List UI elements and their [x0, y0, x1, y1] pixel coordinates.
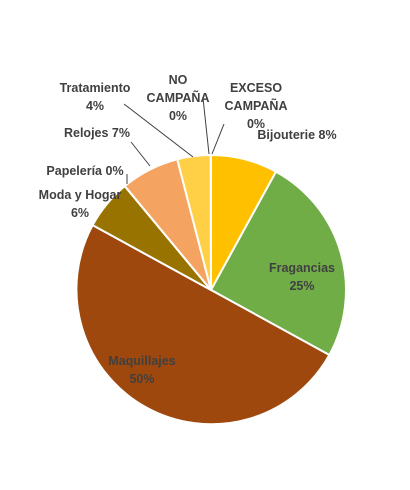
data-label-line: Maquillajes [108, 354, 175, 368]
data-label: Papelería 0% [46, 164, 123, 178]
data-label-line: EXCESO [230, 81, 282, 95]
data-label: Maquillajes 50% [108, 354, 175, 386]
leader-line [202, 97, 210, 155]
data-labels: Bijouterie 8% Fragancias 25% Maquillajes 50%… [39, 73, 337, 386]
data-label-line: 0% [247, 117, 265, 131]
data-label-line: Papelería 0% [46, 164, 123, 178]
data-label-line: CAMPAÑA [147, 90, 210, 105]
data-label: Tratamiento 4% [60, 81, 131, 113]
data-label-line: Fragancias [269, 261, 335, 275]
data-label-line: 25% [289, 279, 314, 293]
data-label-line: Relojes 7% [64, 126, 130, 140]
leader-line [211, 123, 225, 155]
data-label: Relojes 7% [64, 126, 130, 140]
data-label-line: Tratamiento [60, 81, 131, 95]
pie-slice-fragancias [209, 170, 347, 357]
leader-line [130, 141, 151, 167]
data-label-line: 50% [129, 372, 154, 386]
leader-line [123, 103, 194, 158]
data-label: Fragancias 25% [269, 261, 335, 293]
data-label: NO CAMPAÑA 0% [147, 73, 210, 123]
pie-slice-maquillajes [75, 223, 331, 426]
data-label-line: NO [169, 73, 188, 87]
data-label: Bijouterie 8% [257, 128, 336, 142]
data-label-line: 6% [71, 206, 89, 220]
data-label: EXCESO CAMPAÑA 0% [225, 81, 288, 131]
data-label-line: 4% [86, 99, 104, 113]
data-label-line: 0% [169, 109, 187, 123]
pie-slices [75, 153, 347, 426]
data-label-line: CAMPAÑA [225, 98, 288, 113]
data-label-line: Moda y Hogar [39, 188, 122, 202]
data-label-line: Bijouterie 8% [257, 128, 336, 142]
data-label: Moda y Hogar 6% [39, 188, 122, 220]
